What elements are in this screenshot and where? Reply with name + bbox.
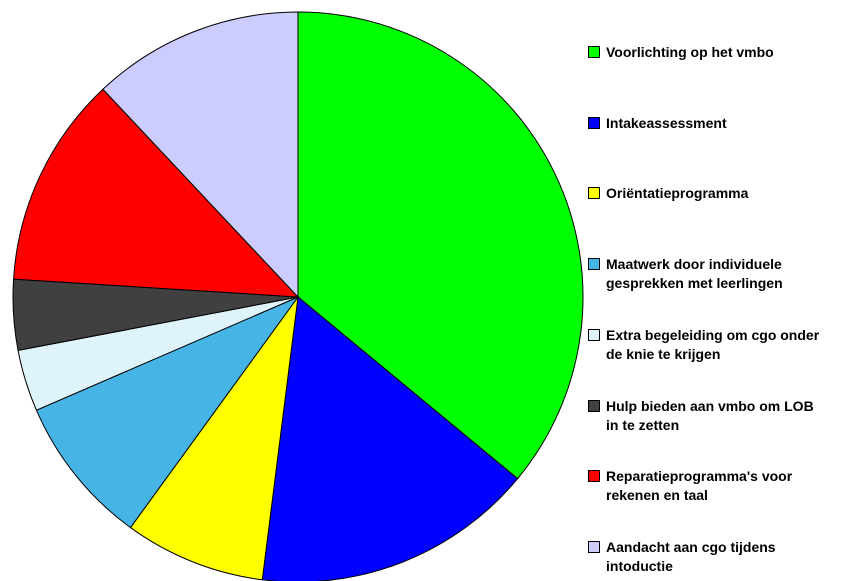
legend-label: Intakeassessment (606, 114, 727, 131)
legend-label: Oriëntatieprogramma (606, 185, 749, 202)
legend-item: Reparatieprogramma's voor rekenen en taa… (588, 467, 828, 505)
legend-label: Aandacht aan cgo tijdens intoductie (606, 538, 776, 574)
legend-label: Reparatieprogramma's voor rekenen en taa… (606, 468, 793, 504)
legend-item: Aandacht aan cgo tijdens intoductie (588, 538, 828, 576)
pie-slice (261, 296, 519, 581)
legend-swatch (588, 540, 600, 553)
legend-swatch (588, 258, 600, 271)
legend-item: Hulp bieden aan vmbo om LOB in te zetten (588, 397, 828, 435)
legend-swatch (588, 116, 600, 129)
legend-swatch (588, 46, 600, 58)
legend-swatch (588, 470, 600, 483)
pie-slice (35, 295, 300, 529)
legend-swatch (588, 328, 600, 341)
legend-item: Voorlichting op het vmbo (588, 43, 828, 62)
legend-swatch (588, 399, 600, 412)
legend-item: Intakeassessment (588, 114, 828, 133)
pie-slice (102, 11, 299, 299)
pie-slice (13, 88, 300, 298)
legend-label: Extra begeleiding om cgo onder de knie t… (606, 326, 820, 362)
legend-swatch (588, 187, 600, 200)
legend-item: Maatwerk door individuele gesprekken met… (588, 255, 828, 293)
legend-label: Hulp bieden aan vmbo om LOB in te zetten (606, 397, 814, 433)
legend-label: Maatwerk door individuele gesprekken met… (606, 256, 783, 292)
pie-slice (297, 11, 584, 480)
pie-slice (129, 296, 299, 581)
legend-item: Oriëntatieprogramma (588, 184, 828, 203)
legend-label: Voorlichting op het vmbo (606, 44, 774, 60)
legend-item: Extra begeleiding om cgo onder de knie t… (588, 326, 828, 364)
